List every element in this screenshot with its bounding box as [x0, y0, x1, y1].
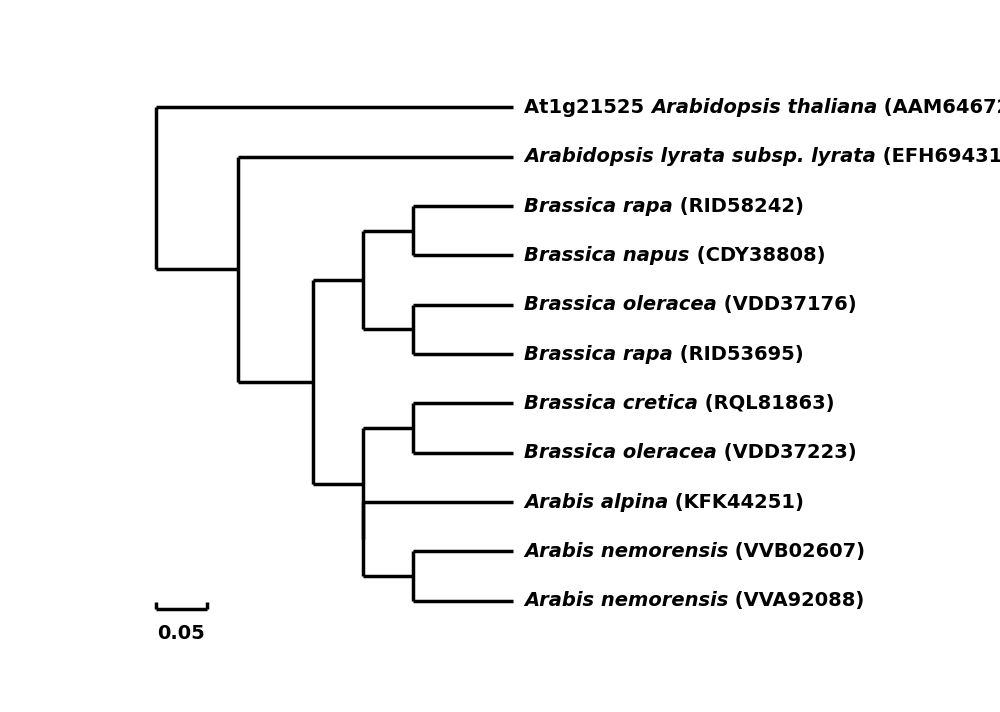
Text: 0.05: 0.05 [158, 624, 205, 644]
Text: Brassica oleracea: Brassica oleracea [524, 444, 717, 462]
Text: Brassica rapa: Brassica rapa [524, 345, 673, 364]
Text: At1g21525: At1g21525 [524, 98, 651, 117]
Text: Arabidopsis lyrata subsp. lyrata: Arabidopsis lyrata subsp. lyrata [524, 147, 876, 166]
Text: (KFK44251): (KFK44251) [668, 493, 804, 512]
Text: (VDD37223): (VDD37223) [717, 444, 857, 462]
Text: (AAM64672)  VISP3: (AAM64672) VISP3 [877, 98, 1000, 117]
Text: Arabis nemorensis: Arabis nemorensis [524, 591, 728, 610]
Text: Arabis nemorensis: Arabis nemorensis [524, 542, 728, 561]
Text: Brassica napus: Brassica napus [524, 246, 690, 265]
Text: Arabis alpina: Arabis alpina [524, 493, 668, 512]
Text: (CDY38808): (CDY38808) [690, 246, 825, 265]
Text: (RID53695): (RID53695) [673, 345, 804, 364]
Text: (VVB02607): (VVB02607) [728, 542, 866, 561]
Text: (VDD37176): (VDD37176) [717, 295, 857, 314]
Text: Brassica oleracea: Brassica oleracea [524, 295, 717, 314]
Text: (RID58242): (RID58242) [673, 197, 804, 216]
Text: (VVA92088): (VVA92088) [728, 591, 865, 610]
Text: (EFH69431): (EFH69431) [876, 147, 1000, 166]
Text: (RQL81863): (RQL81863) [698, 394, 834, 413]
Text: Brassica cretica: Brassica cretica [524, 394, 698, 413]
Text: Arabidopsis thaliana: Arabidopsis thaliana [651, 98, 877, 117]
Text: Brassica rapa: Brassica rapa [524, 197, 673, 216]
